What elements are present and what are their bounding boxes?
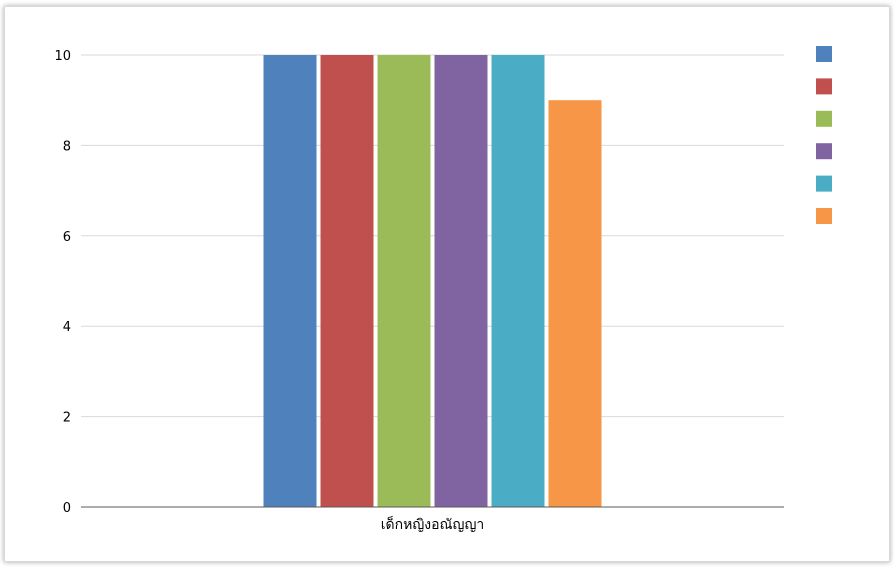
legend-swatch-series-4 bbox=[816, 143, 832, 160]
legend-swatch-series-1 bbox=[816, 46, 832, 62]
legend-swatch-series-2 bbox=[816, 78, 832, 95]
bar-series-3 bbox=[377, 55, 431, 507]
y-tick-label: 8 bbox=[63, 139, 71, 154]
bar-series-5 bbox=[491, 55, 545, 507]
bar-series-6 bbox=[548, 100, 602, 507]
legend-swatch-series-6 bbox=[816, 208, 832, 224]
gridlines bbox=[81, 54, 784, 418]
y-tick-label: 0 bbox=[63, 501, 71, 516]
bars bbox=[263, 55, 602, 507]
bar-series-2 bbox=[320, 55, 374, 507]
y-tick-label: 10 bbox=[54, 49, 71, 64]
y-tick-label: 2 bbox=[63, 411, 71, 426]
legend-swatch-series-5 bbox=[816, 175, 832, 192]
x-category-label: เด็กหญิงอณัญญา bbox=[381, 515, 484, 533]
chart-frame: 0 2 4 6 8 10 เด็กหญิงอณัญญา bbox=[4, 6, 890, 562]
y-axis-tick-labels: 0 2 4 6 8 10 bbox=[54, 49, 71, 516]
bar-series-1 bbox=[263, 55, 317, 507]
legend-swatch-series-3 bbox=[816, 110, 832, 127]
bar-series-4 bbox=[434, 55, 488, 507]
legend bbox=[816, 46, 832, 224]
y-tick-label: 6 bbox=[63, 230, 71, 245]
y-tick-label: 4 bbox=[63, 320, 71, 335]
x-axis-category-labels: เด็กหญิงอณัญญา bbox=[381, 515, 484, 533]
